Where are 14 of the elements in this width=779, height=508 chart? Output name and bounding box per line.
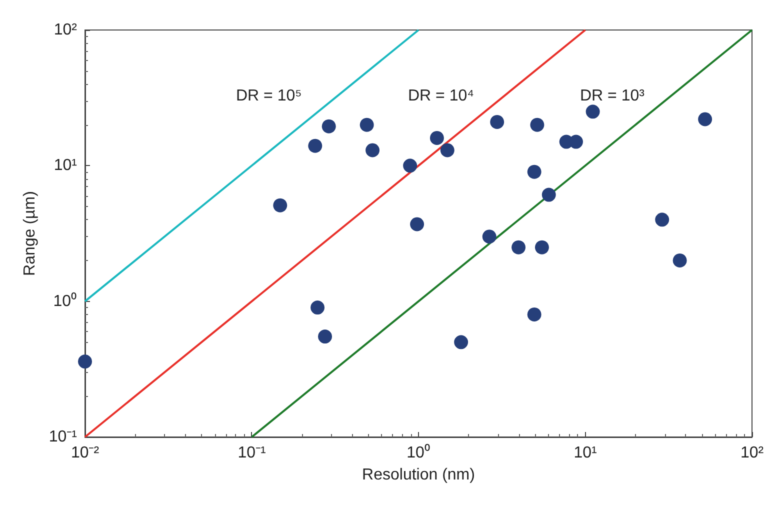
x-tick-label: 10¹ [574,444,597,462]
annotation: DR = 10⁵ [236,88,302,104]
annotation: DR = 10³ [580,88,646,104]
y-axis-title: Range (µm) [21,191,38,276]
x-tick-label: 10² [740,444,764,462]
x-axis-title: Resolution (nm) [362,466,475,484]
y-tick-label: 10¹ [54,157,77,174]
x-tick-label: 10⁻² [70,444,100,462]
y-tick-label: 10² [54,22,78,38]
annotation: DR = 10⁴ [408,88,474,104]
y-tick-label: 10⁰ [53,292,77,310]
x-tick-label: 10⁰ [406,444,430,462]
y-tick-label: 10⁻¹ [48,428,77,446]
x-tick-label: 10⁻¹ [238,444,266,462]
